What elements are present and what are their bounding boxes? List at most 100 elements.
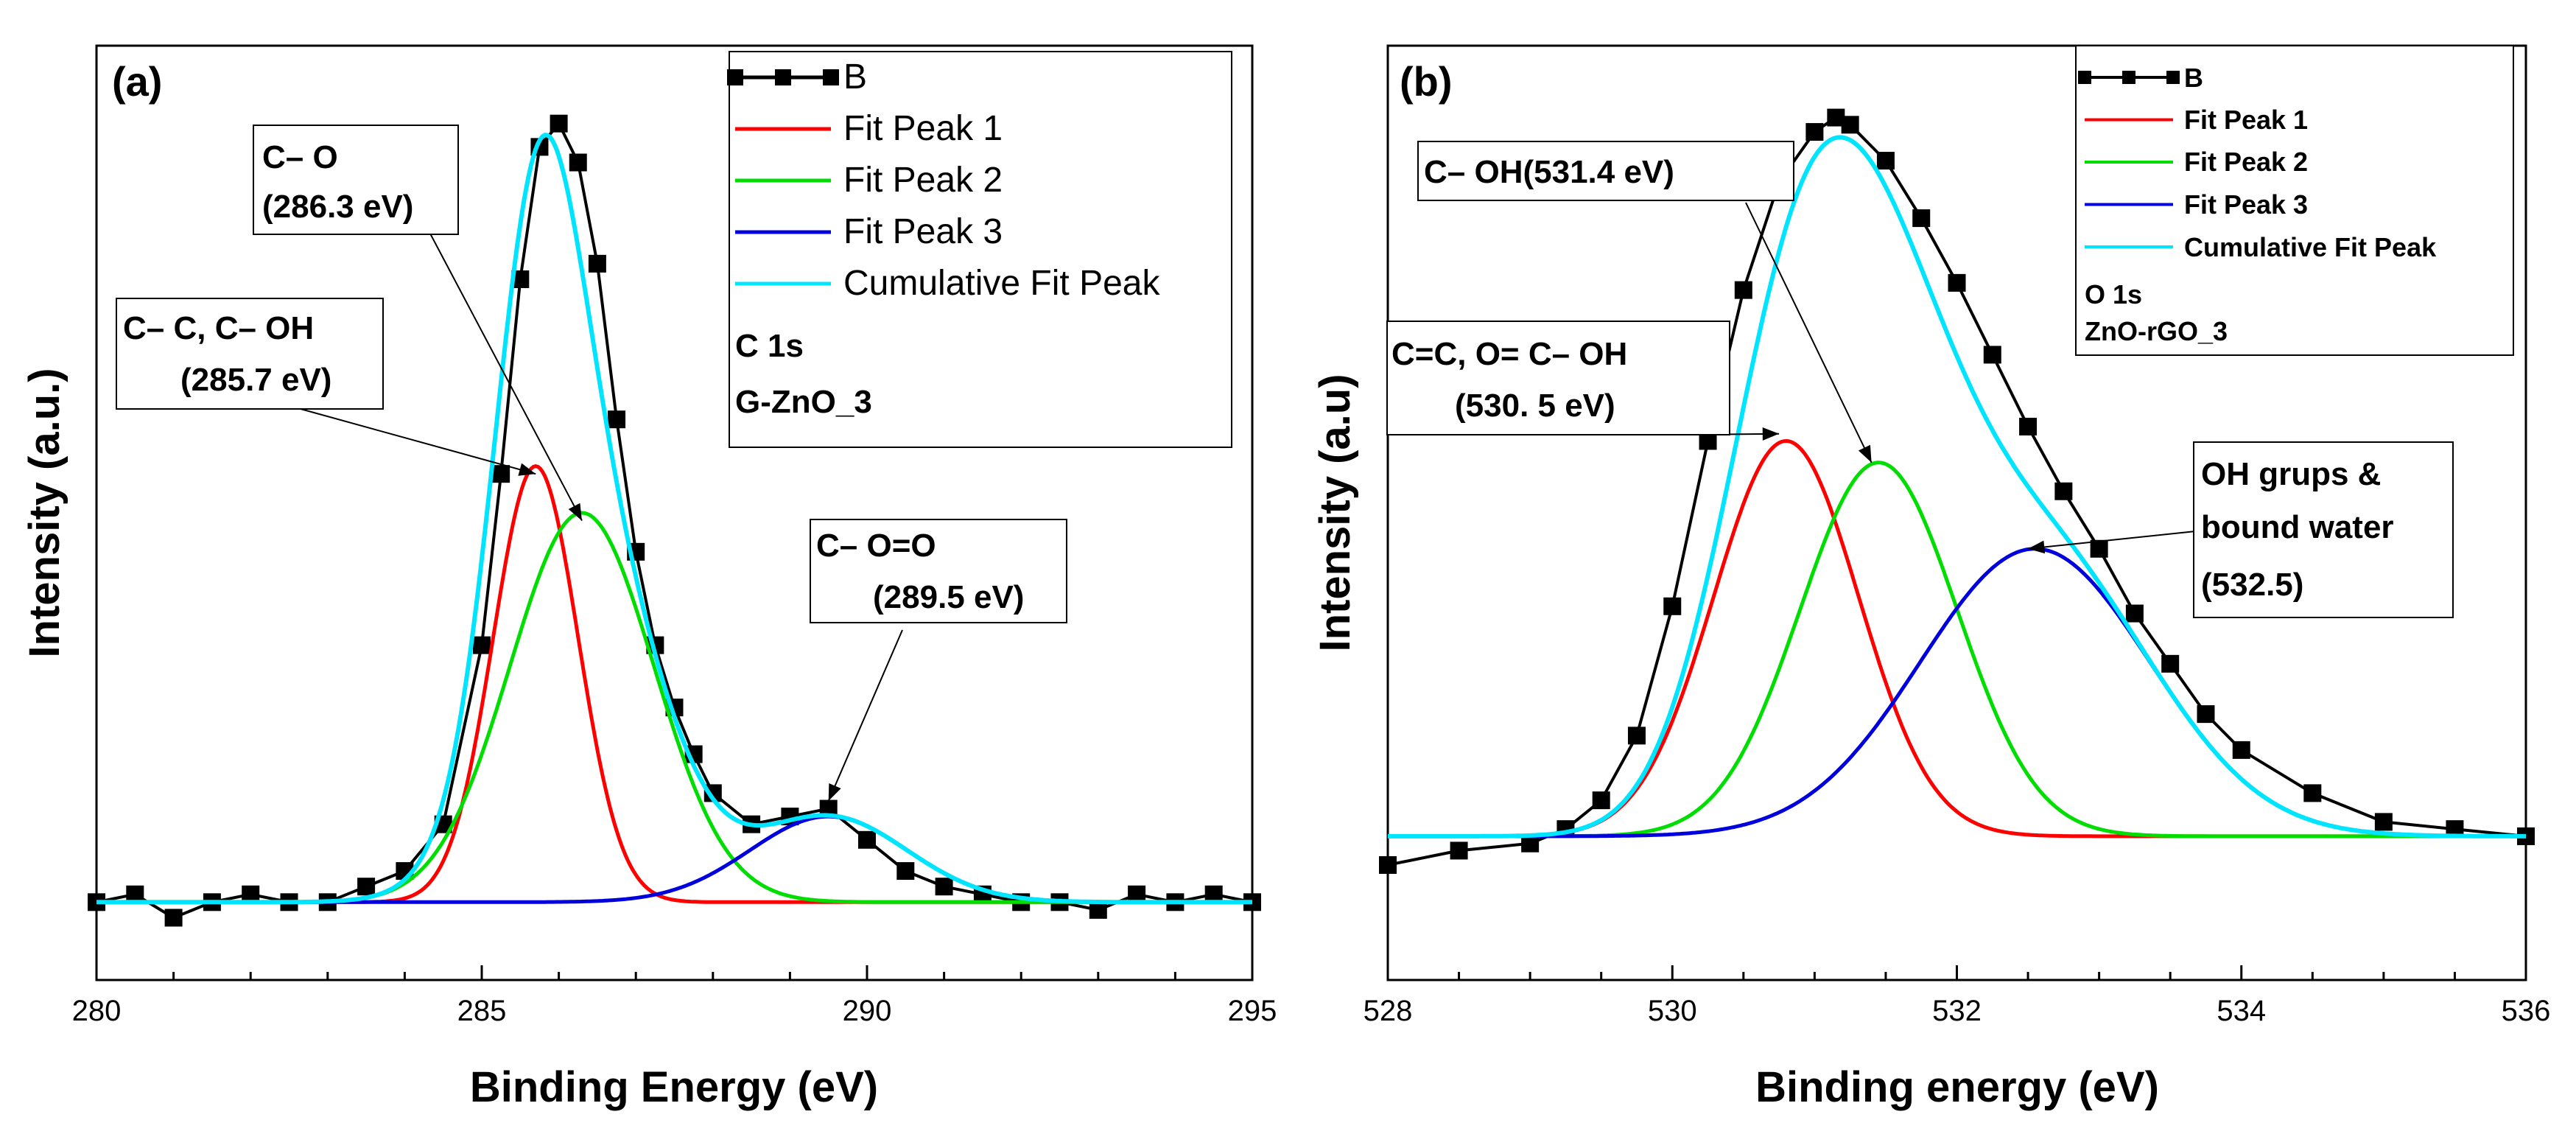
legend-label-b-b: B xyxy=(2184,63,2203,93)
legend-label-b-a: B xyxy=(843,57,867,97)
annotation-arrow-head xyxy=(518,463,536,476)
series-b-point xyxy=(569,153,587,172)
series-b-point xyxy=(858,830,876,849)
series-b-line xyxy=(1387,116,2527,867)
annotation-arrow-head xyxy=(1858,444,1872,463)
series-b-point xyxy=(1450,841,1468,860)
x-tick-label: 532 xyxy=(1932,995,1982,1027)
legend-key-marker xyxy=(823,69,839,85)
x-tick-label: 536 xyxy=(2502,995,2551,1027)
x-ticks-a: 280 285 290 295 xyxy=(72,965,1277,1027)
annotation-c-o-a: C– O (286.3 eV) xyxy=(253,125,459,235)
panel-label-b: (b) xyxy=(1400,58,1453,105)
cumulative-fit-line xyxy=(1388,135,2526,839)
series-b-point xyxy=(2054,482,2073,500)
annotation-arrows-a xyxy=(287,220,903,802)
series-b-point xyxy=(164,909,183,927)
annotation-arrow-line xyxy=(2027,530,2203,550)
series-b-point xyxy=(2374,813,2393,831)
legend-label-fit1-a: Fit Peak 1 xyxy=(843,109,1003,148)
series-b-point xyxy=(2232,741,2250,759)
series-b-point xyxy=(1734,281,1752,299)
series-b-point xyxy=(1912,209,1931,228)
annotation-cc-line2: (530. 5 eV) xyxy=(1455,388,1615,424)
series-b-point xyxy=(1379,855,1397,874)
annotation-arrow-line xyxy=(1745,202,1873,463)
series-b-point xyxy=(935,878,953,896)
annotation-arrow-line xyxy=(287,405,536,475)
annotation-c-o-line1: C– O xyxy=(262,139,338,175)
x-tick-label: 280 xyxy=(72,995,122,1027)
legend-info-region-a: C 1s xyxy=(735,328,804,364)
annotation-oh-groups-line1: OH grups & xyxy=(2201,456,2381,492)
annotation-c-c-a: C– C, C– OH (285.7 eV) xyxy=(116,298,384,410)
legend-info-region-b: O 1s xyxy=(2085,279,2142,309)
series-b-point xyxy=(2090,539,2108,558)
panel-label-a: (a) xyxy=(112,58,162,105)
annotation-arrow-head xyxy=(2028,540,2046,554)
series-b-point xyxy=(608,410,626,429)
plot-frame-a xyxy=(95,44,1254,981)
series-b-point xyxy=(473,636,491,654)
series-b-point xyxy=(1948,273,1966,292)
curves-b xyxy=(1379,108,2535,874)
annotation-oh-groups-line2: bound water xyxy=(2201,509,2394,545)
x-ticks-b: 528 530 532 534 536 xyxy=(1364,965,2551,1027)
fit-peak-3-line xyxy=(96,814,1252,904)
legend-label-fit3-a: Fit Peak 3 xyxy=(843,212,1003,251)
series-b-point xyxy=(588,254,606,273)
legend-info-sample-b: ZnO-rGO_3 xyxy=(2085,316,2228,346)
series-b-point xyxy=(2161,654,2180,673)
x-tick-label: 534 xyxy=(2217,995,2266,1027)
legend-label-fit1-b: Fit Peak 1 xyxy=(2184,105,2308,135)
annotation-arrows-b xyxy=(1686,202,2203,554)
annotation-oh-groups-line3: (532.5) xyxy=(2201,567,2303,603)
annotation-oh-groups-b: OH grups & bound water (532.5) xyxy=(2193,441,2454,618)
x-tick-label: 285 xyxy=(457,995,507,1027)
annotation-arrow-line xyxy=(423,220,583,522)
series-b-point xyxy=(1627,727,1646,745)
annotation-c-oh-b: C– OH(531.4 eV) xyxy=(1417,141,1794,201)
x-axis-title-b: Binding energy (eV) xyxy=(1755,1063,2159,1111)
annotation-arrow-line xyxy=(827,629,903,802)
legend-key-marker xyxy=(775,69,791,85)
panel-a: 280 285 290 295 (a) Binding Energy (eV) Int… xyxy=(21,44,1277,1111)
series-b-point xyxy=(492,465,510,483)
y-axis-title-a: Intensity (a.u.) xyxy=(21,368,69,657)
legend-label-fit2-a: Fit Peak 2 xyxy=(843,161,1003,200)
legend-key-marker xyxy=(2078,71,2091,84)
series-b-point xyxy=(2197,705,2215,724)
y-axis-title-b: Intensity (a.u) xyxy=(1311,374,1359,651)
legend-label-cumulative-a: Cumulative Fit Peak xyxy=(843,264,1160,303)
legend-key-marker xyxy=(2122,71,2135,84)
annotation-c-oh-line1: C– OH(531.4 eV) xyxy=(1424,154,1674,190)
series-b-point xyxy=(1592,791,1610,810)
panel-b: 528 530 532 534 536 (b) Binding energy (eV) … xyxy=(1311,44,2551,1111)
legend-a: B Fit Peak 1 Fit Peak 2 Fit Peak 3 Cumul… xyxy=(727,51,1232,448)
legend-b: B Fit Peak 1 Fit Peak 2 Fit Peak 3 Cumul… xyxy=(2075,45,2514,356)
x-tick-label: 528 xyxy=(1364,995,1413,1027)
series-b-point xyxy=(1876,152,1895,170)
annotation-c-c-line1: C– C, C– OH xyxy=(123,310,314,346)
cumulative-fit-line xyxy=(96,133,1252,905)
series-b-point xyxy=(2303,784,2322,802)
legend-label-cumulative-b: Cumulative Fit Peak xyxy=(2184,232,2437,262)
series-b-point xyxy=(1983,346,2001,364)
x-tick-label: 290 xyxy=(843,995,892,1027)
series-b-point xyxy=(357,878,376,896)
series-b-point xyxy=(896,862,915,881)
annotation-c-o-line2: (286.3 eV) xyxy=(262,189,413,225)
legend-label-fit2-b: Fit Peak 2 xyxy=(2184,147,2308,177)
legend-info-sample-a: G-ZnO_3 xyxy=(735,384,872,420)
legend-keys-a xyxy=(727,69,839,286)
annotation-arrow-head xyxy=(1762,427,1780,441)
annotation-c-o-o-line1: C– O=O xyxy=(816,528,936,564)
x-tick-label: 295 xyxy=(1228,995,1277,1027)
annotation-cc-b: C=C, O= C– OH (530. 5 eV) xyxy=(1386,321,1730,435)
legend-keys-b xyxy=(2078,71,2180,248)
series-b-point xyxy=(1663,597,1682,615)
annotation-c-o-o-a: C– O=O (289.5 eV) xyxy=(810,519,1067,623)
series-b-point xyxy=(2019,417,2038,435)
fit-peak-1-line xyxy=(96,463,1252,904)
